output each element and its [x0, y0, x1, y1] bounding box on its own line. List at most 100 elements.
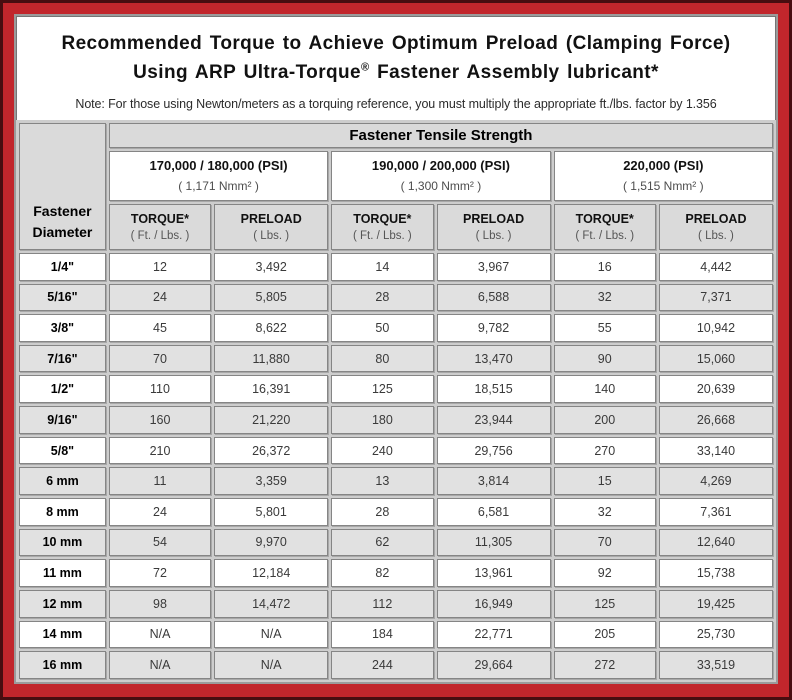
torque-value-cell: 160 [108, 406, 212, 434]
fastener-diameter-header: Fastener Diameter [19, 122, 106, 250]
table-row: 14 mm N/A N/A 184 22,771 205 25,730 [19, 620, 773, 649]
psi-group-header-190: 190,000 / 200,000 (PSI) ( 1,300 Nmm² ) [331, 150, 551, 201]
psi-group-header-170: 170,000 / 180,000 (PSI) ( 1,171 Nmm² ) [108, 150, 329, 201]
torque-column-header: TORQUE* ( Ft. / Lbs. ) [108, 203, 212, 250]
preload-value-cell: 11,305 [436, 528, 551, 557]
fastener-diameter-header-line1: Fastener [33, 203, 92, 220]
torque-value-cell: 28 [331, 283, 434, 312]
torque-value-cell: 28 [331, 498, 434, 526]
fastener-diameter-cell: 3/8" [19, 314, 106, 342]
torque-value-cell: 70 [108, 344, 212, 373]
fastener-diameter-cell: 10 mm [19, 528, 106, 557]
preload-value-cell: 4,442 [658, 252, 773, 281]
torque-value-cell: 13 [331, 467, 434, 495]
fastener-diameter-cell: 5/8" [19, 436, 106, 465]
preload-value-cell: 13,470 [436, 344, 551, 373]
tensile-strength-header: Fastener Tensile Strength [108, 122, 773, 148]
table-row: 5/16" 24 5,805 28 6,588 32 7,371 [19, 283, 773, 312]
torque-value-cell: 24 [108, 498, 212, 526]
preload-value-cell: 23,944 [436, 406, 551, 434]
table-row: 6 mm 11 3,359 13 3,814 15 4,269 [19, 467, 773, 495]
preload-value-cell: 10,942 [658, 314, 773, 342]
torque-value-cell: 90 [553, 344, 656, 373]
torque-value-cell: 272 [553, 651, 656, 679]
preload-value-cell: 16,949 [436, 589, 551, 618]
torque-value-cell: 98 [108, 589, 212, 618]
preload-value-cell: 6,581 [436, 498, 551, 526]
table-row: 3/8" 45 8,622 50 9,782 55 10,942 [19, 314, 773, 342]
preload-value-cell: 6,588 [436, 283, 551, 312]
torque-value-cell: 54 [108, 528, 212, 557]
preload-label: PRELOAD [240, 211, 302, 226]
fastener-diameter-cell: 12 mm [19, 589, 106, 618]
spec-table-area: Fastener Diameter Fastener Tensile Stren… [16, 119, 776, 682]
torque-unit: ( Ft. / Lbs. ) [575, 229, 635, 242]
torque-spec-table: Fastener Diameter Fastener Tensile Stren… [16, 120, 776, 682]
preload-value-cell: 22,771 [436, 620, 551, 649]
table-row: 7/16" 70 11,880 80 13,470 90 15,060 [19, 344, 773, 373]
torque-value-cell: 210 [108, 436, 212, 465]
torque-value-cell: 62 [331, 528, 434, 557]
fastener-diameter-cell: 7/16" [19, 344, 106, 373]
torque-value-cell: 14 [331, 252, 434, 281]
note-text: Note: For those using Newton/meters as a… [75, 96, 717, 111]
content-panel: Recommended Torque to Achieve Optimum Pr… [14, 14, 778, 684]
torque-value-cell: 24 [108, 283, 212, 312]
title-line2-suffix: Fastener Assembly lubricant* [369, 62, 659, 84]
torque-value-cell: 72 [108, 559, 212, 587]
preload-column-header: PRELOAD ( Lbs. ) [658, 203, 773, 250]
torque-value-cell: 240 [331, 436, 434, 465]
psi-rating-label: 220,000 (PSI) [623, 158, 704, 174]
preload-column-header: PRELOAD ( Lbs. ) [214, 203, 329, 250]
preload-value-cell: 7,361 [658, 498, 773, 526]
torque-value-cell: 140 [553, 375, 656, 404]
nmm-rating-label: ( 1,515 Nmm² ) [622, 179, 704, 194]
torque-column-header: TORQUE* ( Ft. / Lbs. ) [331, 203, 434, 250]
preload-value-cell: 13,961 [436, 559, 551, 587]
torque-value-cell: 55 [553, 314, 656, 342]
preload-value-cell: 26,372 [214, 436, 329, 465]
torque-value-cell: 270 [553, 436, 656, 465]
torque-value-cell: 110 [108, 375, 212, 404]
fastener-diameter-cell: 1/4" [19, 252, 106, 281]
preload-value-cell: 3,359 [214, 467, 329, 495]
preload-value-cell: 14,472 [214, 589, 329, 618]
preload-value-cell: 26,668 [658, 406, 773, 434]
fastener-diameter-cell: 16 mm [19, 651, 106, 679]
preload-value-cell: 29,756 [436, 436, 551, 465]
preload-value-cell: 18,515 [436, 375, 551, 404]
preload-value-cell: 9,782 [436, 314, 551, 342]
preload-value-cell: 3,492 [214, 252, 329, 281]
preload-value-cell: 4,269 [658, 467, 773, 495]
table-row: 16 mm N/A N/A 244 29,664 272 33,519 [19, 651, 773, 679]
preload-value-cell: 3,814 [436, 467, 551, 495]
preload-value-cell: 33,140 [658, 436, 773, 465]
title-line2-text: Using ARP Ultra-Torque [133, 62, 361, 84]
torque-value-cell: 205 [553, 620, 656, 649]
table-row: 8 mm 24 5,801 28 6,581 32 7,361 [19, 498, 773, 526]
torque-value-cell: 92 [553, 559, 656, 587]
torque-value-cell: N/A [108, 651, 212, 679]
table-row: 1/4" 12 3,492 14 3,967 16 4,442 [19, 252, 773, 281]
preload-value-cell: 21,220 [214, 406, 329, 434]
preload-value-cell: 19,425 [658, 589, 773, 618]
preload-value-cell: 15,060 [658, 344, 773, 373]
fastener-diameter-header-line2: Diameter [32, 223, 93, 240]
preload-value-cell: 33,519 [658, 651, 773, 679]
torque-value-cell: 45 [108, 314, 212, 342]
preload-value-cell: 29,664 [436, 651, 551, 679]
fastener-diameter-cell: 9/16" [19, 406, 106, 434]
preload-value-cell: 25,730 [658, 620, 773, 649]
fastener-diameter-cell: 1/2" [19, 375, 106, 404]
preload-value-cell: 9,970 [214, 528, 329, 557]
preload-column-header: PRELOAD ( Lbs. ) [436, 203, 551, 250]
fastener-diameter-cell: 5/16" [19, 283, 106, 312]
preload-value-cell: 20,639 [658, 375, 773, 404]
preload-value-cell: 15,738 [658, 559, 773, 587]
torque-label: TORQUE* [353, 211, 412, 226]
table-row: 1/2" 110 16,391 125 18,515 140 20,639 [19, 375, 773, 404]
nmm-rating-label: ( 1,300 Nmm² ) [400, 179, 482, 194]
psi-rating-label: 190,000 / 200,000 (PSI) [371, 158, 510, 174]
preload-unit: ( Lbs. ) [253, 229, 290, 242]
torque-value-cell: 200 [553, 406, 656, 434]
